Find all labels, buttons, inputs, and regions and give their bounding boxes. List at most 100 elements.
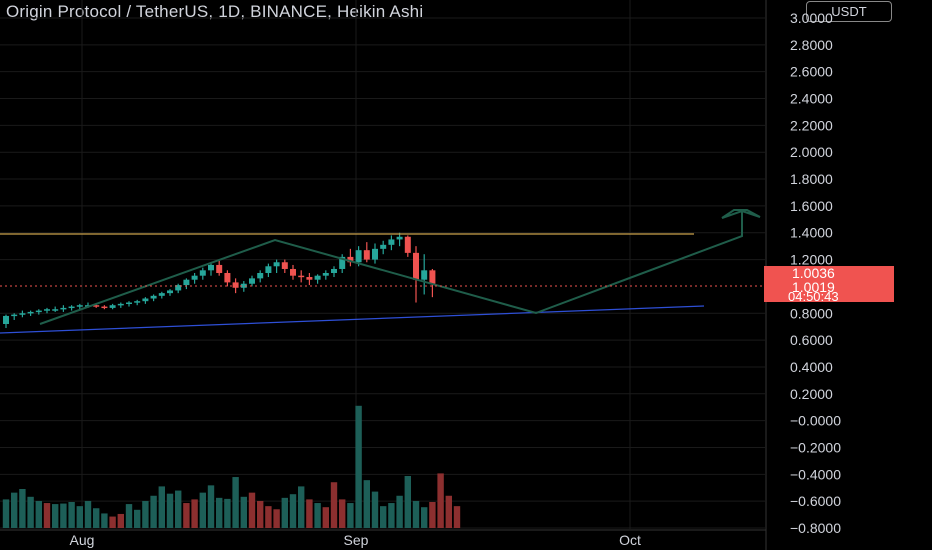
countdown-label: 04:50:43 xyxy=(788,289,839,304)
volume-bar xyxy=(191,499,198,528)
volume-bar xyxy=(322,507,329,528)
volume-bar xyxy=(380,506,387,528)
candle xyxy=(109,303,116,310)
y-tick-label: 0.6000 xyxy=(790,332,833,348)
volume-bar xyxy=(183,503,190,528)
volume-bar xyxy=(199,492,206,528)
volume-bar xyxy=(175,490,182,528)
candle xyxy=(224,270,231,287)
y-tick-label: 1.8000 xyxy=(790,171,833,187)
y-tick-label: 1.6000 xyxy=(790,198,833,214)
volume-bar xyxy=(224,498,231,528)
candle xyxy=(298,270,305,283)
candle xyxy=(142,297,149,304)
volume-bar xyxy=(101,513,108,528)
candle-body xyxy=(281,262,288,269)
candle-body xyxy=(134,301,141,303)
candle-body xyxy=(76,305,83,307)
volume-bar xyxy=(298,486,305,528)
time-axis[interactable]: Aug Sep Oct xyxy=(70,532,641,548)
candle-body xyxy=(273,262,280,267)
volume-bar xyxy=(306,499,313,528)
candle-body xyxy=(117,303,124,306)
volume-bar xyxy=(339,499,346,528)
candle-body xyxy=(199,270,206,276)
y-tick-label: −0.4000 xyxy=(790,466,841,482)
candle-body xyxy=(249,278,255,284)
candle-body xyxy=(240,283,247,288)
candle-body xyxy=(421,270,428,280)
y-tick-label: 2.0000 xyxy=(790,144,833,160)
volume-bar xyxy=(429,502,436,528)
candle-body xyxy=(322,273,329,276)
candle-body xyxy=(257,273,264,279)
candle xyxy=(290,264,296,280)
volume-bar xyxy=(216,497,223,528)
volume-bar xyxy=(2,499,10,528)
candle xyxy=(167,289,173,296)
candle xyxy=(265,263,272,278)
candle xyxy=(117,302,124,308)
candle-body xyxy=(363,250,370,260)
candle-body xyxy=(27,311,34,314)
candle-body xyxy=(314,275,321,280)
candle-body xyxy=(216,264,223,273)
candle xyxy=(322,270,329,280)
currency-selector[interactable]: USDT xyxy=(806,1,892,22)
candle xyxy=(306,273,313,286)
candle-body xyxy=(347,256,354,263)
candle xyxy=(3,314,9,329)
candle-body xyxy=(158,293,165,296)
candle-body xyxy=(208,264,214,271)
volume-bar xyxy=(281,497,288,528)
volume-bar xyxy=(453,506,461,528)
support-line[interactable] xyxy=(0,305,705,334)
candle-body xyxy=(306,277,313,280)
candle xyxy=(76,303,83,310)
candle xyxy=(101,305,108,310)
candle-body xyxy=(52,309,59,311)
candle-body xyxy=(429,270,436,284)
volume-bar xyxy=(355,405,362,528)
volume-bar xyxy=(125,504,133,528)
candle xyxy=(331,266,337,278)
volume-bar xyxy=(35,500,42,528)
candle xyxy=(216,260,223,276)
candle-body xyxy=(44,309,50,311)
y-tick-label: 1.4000 xyxy=(790,225,833,241)
candle xyxy=(372,243,378,264)
projection-path[interactable] xyxy=(39,209,761,325)
volume-bar xyxy=(52,504,59,528)
volume-bar xyxy=(421,507,428,528)
candle xyxy=(273,259,280,273)
candle xyxy=(380,240,387,255)
candle xyxy=(60,305,67,312)
volume-bar xyxy=(404,476,411,528)
candle xyxy=(44,307,50,314)
candle-body xyxy=(126,302,132,305)
candle-body xyxy=(191,275,198,280)
candle-body xyxy=(404,236,411,253)
y-tick-label: −0.6000 xyxy=(790,493,841,509)
candle-body xyxy=(60,307,67,310)
candle xyxy=(183,278,190,290)
candle xyxy=(175,283,182,294)
y-tick-label: 2.8000 xyxy=(790,37,833,53)
y-tick-label: 2.4000 xyxy=(790,91,833,107)
candle-body xyxy=(11,314,18,317)
chart-title: Origin Protocol / TetherUS, 1D, BINANCE,… xyxy=(6,2,424,21)
candle-body xyxy=(101,306,108,309)
price-axis[interactable]: 3.0000 2.8000 2.6000 2.4000 2.2000 2.0000 1.80… xyxy=(790,10,841,536)
volume-bar xyxy=(60,503,67,528)
candle xyxy=(404,235,411,257)
drawings[interactable] xyxy=(0,209,766,334)
candle-body xyxy=(372,248,378,260)
y-tick-label: −0.2000 xyxy=(790,439,841,455)
candle-body xyxy=(232,282,239,288)
candle xyxy=(150,294,157,302)
candle xyxy=(281,259,288,273)
candle xyxy=(388,235,395,251)
volume-bar xyxy=(289,494,297,528)
candle-body xyxy=(150,295,157,299)
